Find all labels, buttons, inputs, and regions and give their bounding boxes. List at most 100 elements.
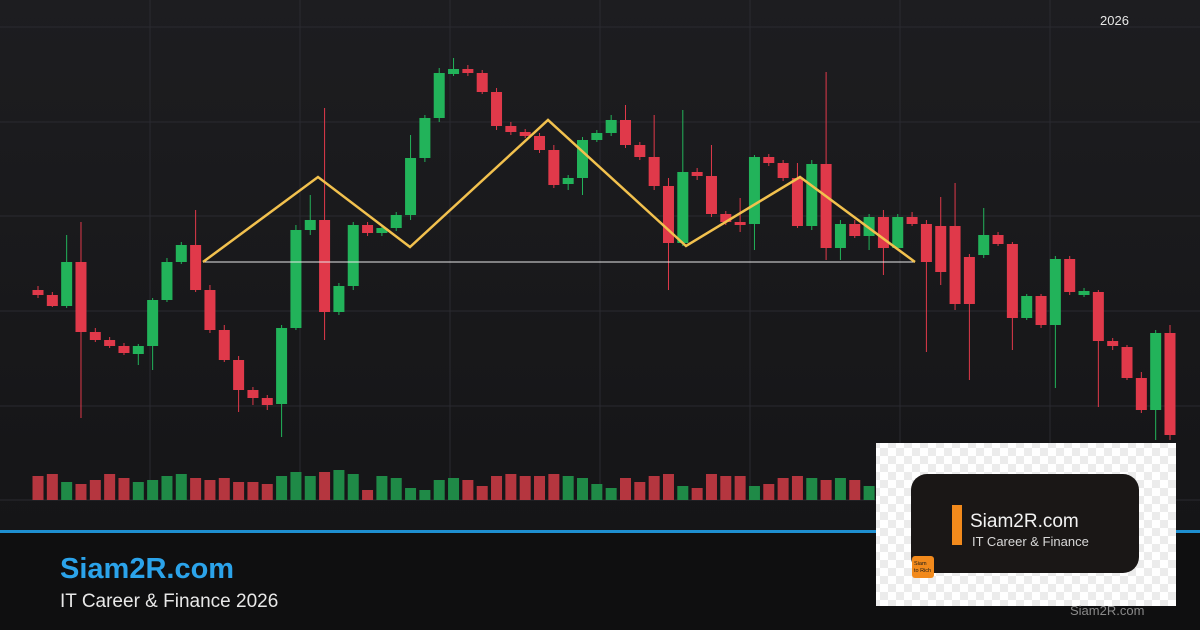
volume-bar xyxy=(648,476,660,500)
volume-bar xyxy=(677,486,689,500)
candle-body xyxy=(433,73,445,118)
divider xyxy=(0,530,1200,533)
logo-title: Siam2R.com xyxy=(970,511,1079,532)
volume-bar xyxy=(175,474,187,500)
logo: Siam2R.com IT Career & Finance Siam to R… xyxy=(876,443,1176,606)
volume-bar xyxy=(534,476,546,500)
candles xyxy=(32,58,1176,440)
watermark: Siam2R.com xyxy=(1070,603,1144,618)
volume-bar xyxy=(591,484,603,500)
candle-body xyxy=(462,69,474,73)
candle-body xyxy=(1006,244,1018,318)
candle-body xyxy=(476,73,488,92)
volume-bar xyxy=(347,474,359,500)
volume-bar xyxy=(61,482,73,500)
logo-card xyxy=(911,474,1139,573)
volume-bar xyxy=(304,476,316,500)
candle-body xyxy=(920,224,932,262)
volume-bar xyxy=(505,474,517,500)
volume-bar xyxy=(577,478,589,500)
candle-body xyxy=(390,215,402,228)
volume-bar xyxy=(777,478,789,500)
logo-badge-text: Siam xyxy=(914,561,927,567)
volume-bar xyxy=(476,486,488,500)
volume-bar xyxy=(863,486,875,500)
volume-bar xyxy=(619,478,631,500)
volume-bar xyxy=(319,472,331,500)
logo-subtitle: IT Career & Finance xyxy=(972,534,1089,549)
volume-bar xyxy=(548,474,560,500)
candle-body xyxy=(662,186,674,243)
pattern-line xyxy=(202,118,916,264)
candle-body xyxy=(376,228,388,233)
volume-bar xyxy=(147,480,159,500)
logo-bar xyxy=(952,505,962,545)
candle-body xyxy=(705,176,717,214)
candle-body xyxy=(104,340,116,346)
candle-body xyxy=(877,217,889,248)
candle-body xyxy=(1150,333,1162,410)
volume-bar xyxy=(849,480,861,500)
candle-body xyxy=(75,262,87,332)
candle-body xyxy=(820,164,832,248)
candle-body xyxy=(204,290,216,330)
volume-bar xyxy=(89,480,101,500)
volume-bar xyxy=(720,476,732,500)
candle-body xyxy=(61,262,73,306)
candle-body xyxy=(605,120,617,133)
candle-body xyxy=(748,157,760,224)
year-label: 2026 xyxy=(1100,13,1129,28)
volume-bar xyxy=(190,478,202,500)
candle-body xyxy=(849,224,861,236)
candle-body xyxy=(261,398,273,405)
volume-bar xyxy=(362,490,374,500)
candle-body xyxy=(175,245,187,262)
candle-body xyxy=(89,332,101,340)
volume-bar xyxy=(763,484,775,500)
candle-body xyxy=(405,158,417,215)
candle-body xyxy=(963,257,975,304)
brand-subtitle: IT Career & Finance 2026 xyxy=(60,591,278,612)
volume-bar xyxy=(405,488,417,500)
candle-body xyxy=(218,330,230,360)
candle-body xyxy=(806,164,818,226)
candle-body xyxy=(1164,333,1176,435)
candle-body xyxy=(777,163,789,178)
candle-body xyxy=(519,132,531,136)
candle-body xyxy=(1078,291,1090,295)
candle-body xyxy=(233,360,245,390)
volume-bar xyxy=(605,488,617,500)
candle-body xyxy=(863,217,875,236)
volume-bar xyxy=(204,480,216,500)
candle-body xyxy=(132,346,144,354)
volume-bar xyxy=(662,474,674,500)
candle-body xyxy=(290,230,302,328)
candle-body xyxy=(304,220,316,230)
candle-body xyxy=(190,245,202,290)
volume-bar xyxy=(748,486,760,500)
candle-body xyxy=(1064,259,1076,292)
volume-bar xyxy=(834,478,846,500)
candle-body xyxy=(1121,347,1133,378)
volume-bar xyxy=(333,470,345,500)
candle-body xyxy=(32,290,44,295)
volume-bar xyxy=(290,472,302,500)
candle-body xyxy=(362,225,374,233)
brand-title: Siam2R.com xyxy=(60,553,234,585)
candle-body xyxy=(419,118,431,158)
candle-body xyxy=(319,220,331,312)
volume-bar xyxy=(104,474,116,500)
pattern xyxy=(202,118,916,264)
candle-body xyxy=(906,217,918,224)
volume-bar xyxy=(691,488,703,500)
candle-body xyxy=(548,150,560,185)
candle-body xyxy=(1092,292,1104,341)
volume-bar xyxy=(791,476,803,500)
volume-bar xyxy=(261,484,273,500)
candle-body xyxy=(634,145,646,157)
candle-body xyxy=(1107,341,1119,346)
candle-body xyxy=(118,346,130,353)
volume-bar xyxy=(218,478,230,500)
candle-body xyxy=(1035,296,1047,325)
